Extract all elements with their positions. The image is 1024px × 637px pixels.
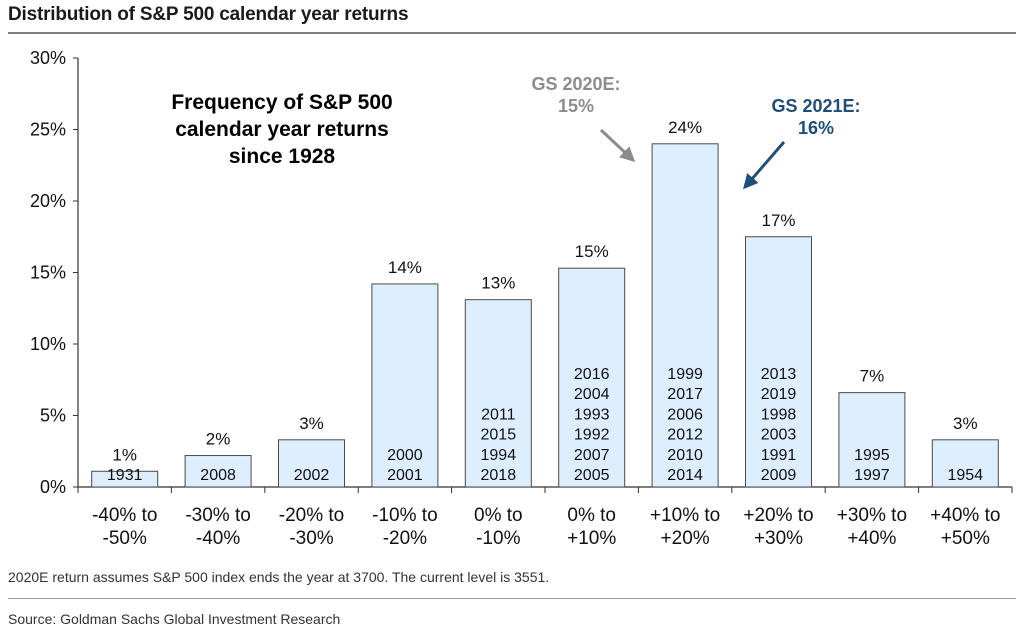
chart-inset-title: calendar year returns — [175, 118, 389, 141]
page-title: Distribution of S&P 500 calendar year re… — [8, 4, 409, 25]
bar-year-label: 1998 — [761, 406, 797, 423]
bar — [278, 439, 345, 488]
x-category-label: +30% — [754, 528, 803, 549]
bar — [464, 299, 532, 488]
bar-year-label: 2001 — [387, 467, 423, 484]
x-category-label: +10% — [567, 528, 616, 549]
bar-year-label: 2002 — [294, 467, 330, 484]
x-category-label: -10% — [476, 528, 520, 549]
bar-year-label: 2000 — [387, 447, 423, 464]
x-category-label: 0% to — [474, 505, 523, 526]
bars-group: 1% 1931 2% 2008 3% 2002 14% 2000 2001 13% 2011 2015… — [91, 118, 999, 488]
bar-year-label: 2013 — [761, 366, 797, 383]
bar-year-label: 1994 — [481, 447, 517, 464]
bar-value-label: 3% — [299, 414, 324, 433]
annotation-gs-2020e: GS 2020E: — [531, 74, 620, 94]
bar-year-label: 2018 — [481, 467, 517, 484]
x-category-label: +10% to — [650, 505, 720, 526]
bar-value-label: 15% — [575, 242, 609, 261]
bar-year-label: 2003 — [761, 427, 797, 444]
bar — [558, 267, 626, 488]
x-category-label: -20% to — [279, 505, 344, 526]
title-divider — [8, 32, 1016, 34]
bar-year-label: 2015 — [481, 427, 517, 444]
bar — [371, 283, 439, 488]
x-category-label: -50% — [103, 528, 147, 549]
bar-year-label: 2010 — [667, 447, 703, 464]
bar-value-label: 13% — [481, 274, 515, 293]
annotation-arrow-2021e — [743, 141, 786, 190]
bar-year-label: 1993 — [574, 406, 610, 423]
bar-year-label: 2009 — [761, 467, 797, 484]
bar-year-label: 2008 — [200, 467, 236, 484]
bar-year-label: 2004 — [574, 386, 610, 403]
x-category-label: +30% to — [837, 505, 907, 526]
source-note: Source: Goldman Sachs Global Investment … — [8, 611, 341, 627]
bar-year-label: 1997 — [854, 467, 890, 484]
bar-year-label: 2016 — [574, 366, 610, 383]
x-category-label: -40% to — [92, 505, 157, 526]
bar-year-label: 2006 — [667, 406, 703, 423]
y-tick-label: 0% — [40, 477, 66, 497]
chart-inset-title: Frequency of S&P 500 — [171, 91, 392, 114]
x-category-label: -20% — [383, 528, 427, 549]
y-tick-label: 25% — [30, 120, 66, 140]
x-category-label: -30% to — [185, 505, 250, 526]
bar-value-label: 1% — [112, 445, 137, 464]
bar — [745, 236, 812, 488]
bar-year-label: 2007 — [574, 447, 610, 464]
bar-value-label: 24% — [668, 118, 702, 137]
bar-value-label: 14% — [388, 258, 422, 277]
annotation-gs-2021e: 16% — [798, 118, 834, 138]
bar — [651, 143, 719, 488]
x-category-label: -10% to — [372, 505, 437, 526]
y-tick-label: 5% — [40, 406, 66, 426]
y-tick-label: 15% — [30, 263, 66, 283]
y-tick-label: 20% — [30, 191, 66, 211]
bar — [838, 392, 906, 488]
annotation-gs-2021e: GS 2021E: — [771, 96, 860, 116]
bar-year-label: 2012 — [667, 427, 703, 444]
x-category-label: +20% — [661, 528, 710, 549]
bar-year-label: 1999 — [667, 366, 703, 383]
bar-year-label: 1954 — [948, 467, 984, 484]
bar-year-label: 2017 — [667, 386, 703, 403]
y-tick-label: 10% — [30, 334, 66, 354]
bar-value-label: 2% — [206, 430, 231, 449]
bar-value-label: 7% — [860, 367, 885, 386]
bar-year-label: 2005 — [574, 467, 610, 484]
bar-year-label: 2019 — [761, 386, 797, 403]
bar-chart: 0% 5% 10% 15% 20% 25% 30% -40% to-50% -30% to-40… — [30, 48, 1013, 549]
chart-axes: 0% 5% 10% 15% 20% 25% 30% -40% to-50% -30% to-40… — [30, 48, 1013, 549]
bar-value-label: 17% — [761, 211, 795, 230]
bar — [91, 470, 159, 488]
x-category-label: -40% — [196, 528, 240, 549]
bar-year-label: 1991 — [761, 447, 797, 464]
y-tick-label: 30% — [30, 48, 66, 68]
footnote: 2020E return assumes S&P 500 index ends … — [8, 569, 550, 585]
chart-inset-title: since 1928 — [229, 145, 336, 168]
bar — [931, 439, 999, 488]
x-category-label: -30% — [289, 528, 333, 549]
x-category-label: +40% — [847, 528, 896, 549]
bar-year-label: 1995 — [854, 447, 890, 464]
bar-year-label: 1992 — [574, 427, 610, 444]
source-divider — [8, 598, 1016, 599]
bar-value-label: 3% — [953, 414, 978, 433]
annotations-group: Frequency of S&P 500 calendar year return… — [171, 74, 861, 190]
x-category-label: +20% to — [743, 505, 813, 526]
bar — [184, 455, 252, 488]
annotation-arrow-2020e — [599, 128, 636, 163]
x-category-label: +40% to — [930, 505, 1000, 526]
x-category-label: +50% — [941, 528, 990, 549]
annotation-gs-2020e: 15% — [558, 96, 594, 116]
bar-year-label: 2014 — [667, 467, 703, 484]
bar-year-label: 2011 — [481, 406, 516, 423]
bar-year-label: 1931 — [107, 467, 143, 484]
x-category-label: 0% to — [567, 505, 616, 526]
